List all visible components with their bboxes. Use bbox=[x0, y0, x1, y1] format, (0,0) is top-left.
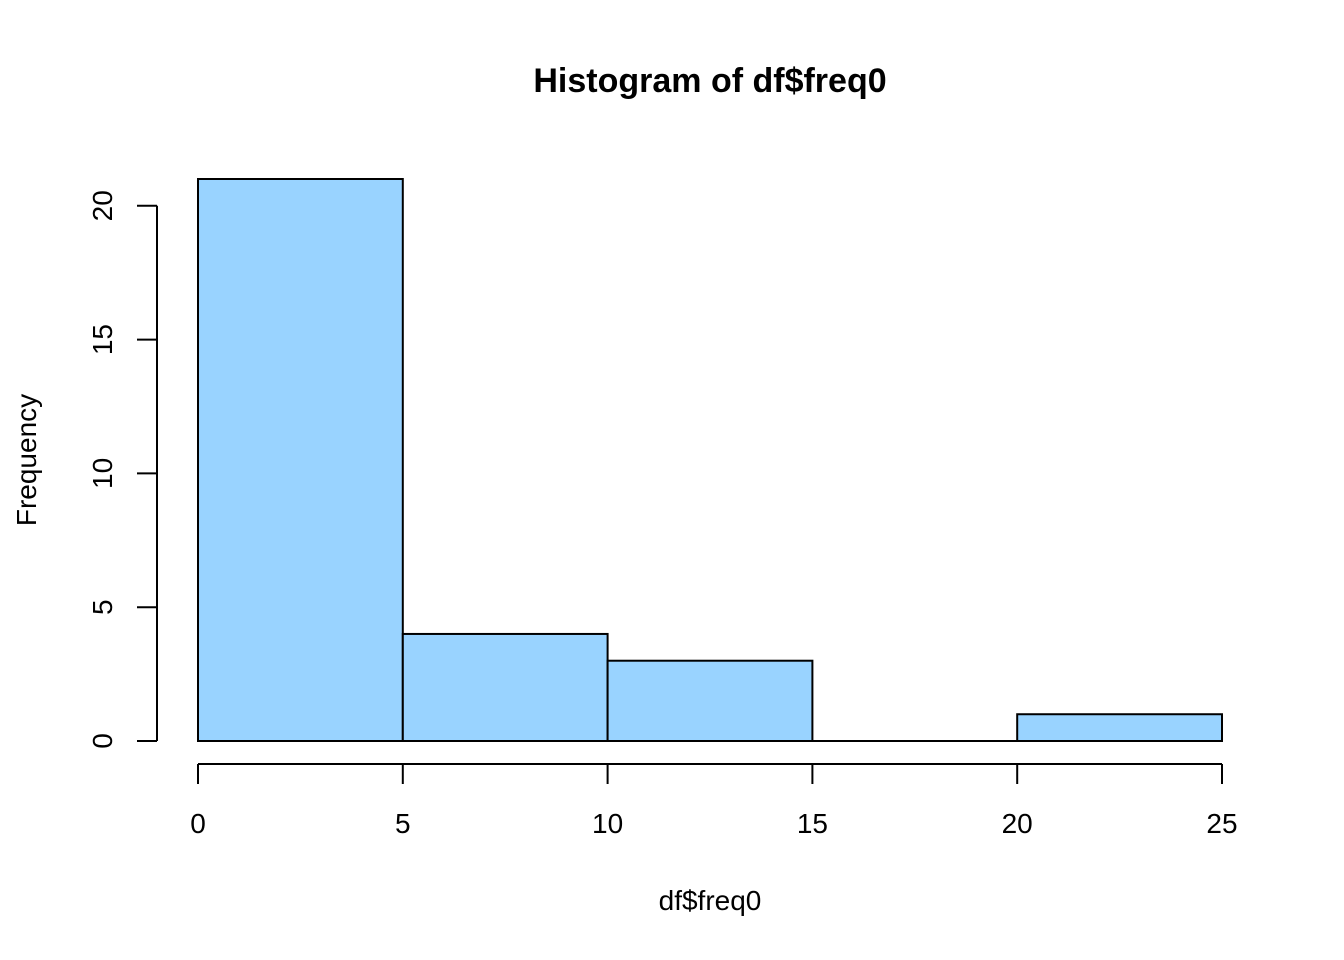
x-tick-label: 5 bbox=[395, 808, 411, 839]
y-tick-label: 0 bbox=[87, 733, 118, 749]
y-axis: 0 5 10 15 20 bbox=[87, 190, 158, 749]
x-tick-label: 15 bbox=[797, 808, 828, 839]
histogram-bar-1 bbox=[401, 632, 609, 743]
y-axis-label: Frequency bbox=[11, 394, 42, 526]
histogram-bar-4 bbox=[1016, 713, 1224, 743]
histogram-bar-0 bbox=[197, 178, 404, 742]
y-tick-label: 15 bbox=[87, 324, 118, 355]
x-tick-label: 20 bbox=[1002, 808, 1033, 839]
x-tick-label: 10 bbox=[592, 808, 623, 839]
x-axis-label: df$freq0 bbox=[659, 885, 762, 916]
y-tick-label: 5 bbox=[87, 599, 118, 615]
x-axis: 0 5 10 15 20 25 bbox=[190, 763, 1238, 839]
x-tick-label: 0 bbox=[190, 808, 206, 839]
histogram-bar-2 bbox=[606, 659, 814, 743]
chart-title: Histogram of df$freq0 bbox=[533, 62, 886, 100]
y-tick-label: 10 bbox=[87, 458, 118, 489]
bars-group bbox=[197, 178, 1224, 743]
y-tick-label: 20 bbox=[87, 190, 118, 221]
x-tick-label: 25 bbox=[1206, 808, 1237, 839]
